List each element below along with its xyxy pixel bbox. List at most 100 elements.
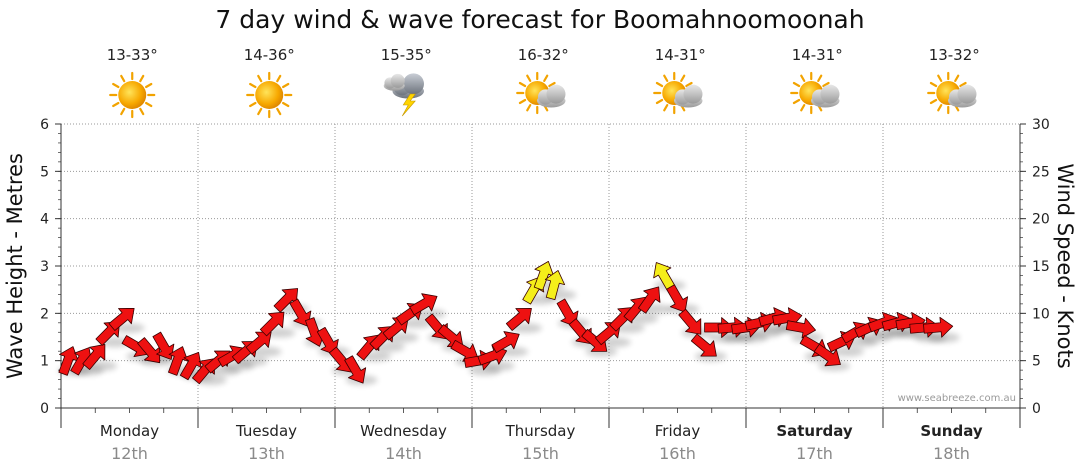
sun-ray (680, 74, 686, 82)
forecast-header: 13-33° 14-36° 15-35° 16-32° 14-31° 14-31° 13-3… (107, 46, 980, 119)
day-date-label: 16th (659, 444, 696, 463)
temperature-range: 16-32° (518, 46, 569, 64)
sun-ray (249, 82, 257, 89)
y2-tick-label: 10 (1032, 306, 1050, 322)
wind-arrow (82, 344, 106, 370)
sun-ray (954, 74, 960, 82)
wind-arrow (544, 270, 566, 301)
cloud-part (546, 84, 566, 104)
day-name-label: Thursday (505, 422, 576, 440)
wind-arrow (785, 317, 816, 339)
sun-ray (249, 101, 257, 108)
y2-tick-label: 20 (1032, 212, 1050, 228)
sun-disc (118, 81, 147, 109)
sun-ray (792, 98, 801, 105)
sun-ray (526, 104, 532, 112)
sun-ray (655, 81, 664, 88)
sun-ray (281, 82, 290, 89)
sun-ray (929, 98, 938, 105)
wind-arrow (245, 331, 272, 355)
storm-cloud-icon (383, 73, 424, 117)
y2-tick-label: 5 (1032, 354, 1041, 370)
y2-axis-title: Wind Speed - Knots (1053, 163, 1077, 368)
y2-tick-label: 25 (1032, 164, 1050, 180)
wind-arrow (533, 260, 555, 291)
y-tick-label: 3 (40, 259, 49, 275)
partly-cloudy-icon (516, 71, 566, 115)
y2-tick-label: 15 (1032, 259, 1050, 275)
y-tick-label: 4 (40, 212, 49, 228)
wind-arrow-shadow (831, 346, 864, 357)
day-name-label: Monday (100, 422, 159, 440)
sun-ray (257, 74, 263, 83)
day-date-label: 12th (111, 444, 148, 463)
watermark: www.seabreeze.com.au (898, 393, 1016, 404)
wind-arrow-shadow (927, 332, 960, 343)
chart-title: 7 day wind & wave forecast for Boomahnoo… (215, 5, 864, 34)
temperature-range: 13-33° (107, 46, 158, 64)
sun-icon (109, 71, 156, 119)
sun-ray (663, 104, 669, 112)
sun-ray (800, 74, 806, 82)
temperature-range: 14-36° (244, 46, 295, 64)
wind-arrow (137, 337, 161, 364)
y-tick-label: 1 (40, 354, 49, 370)
temperature-range: 14-31° (792, 46, 843, 64)
cloud-part (957, 84, 977, 104)
sun-ray (276, 74, 282, 83)
wind-arrow (666, 284, 689, 313)
wind-arrow (556, 298, 579, 327)
wind-arrow (637, 286, 661, 314)
day-name-label: Sunday (920, 422, 983, 440)
sun-ray (937, 74, 943, 82)
sun-ray (548, 81, 556, 88)
temperature-range: 15-35° (381, 46, 432, 64)
wind-arrow (273, 288, 299, 313)
wind-arrows (58, 260, 954, 385)
y-tick-label: 2 (40, 306, 49, 322)
wind-arrow (505, 308, 532, 331)
day-name-label: Tuesday (235, 422, 297, 440)
sun-ray (526, 74, 532, 82)
y2-tick-label: 0 (1032, 401, 1041, 417)
wind-arrow (152, 331, 175, 360)
wind-arrow (409, 293, 438, 316)
sun-ray (792, 81, 801, 88)
day-name-label: Saturday (776, 422, 853, 440)
sun-ray (685, 81, 693, 88)
sun-ray (800, 104, 806, 112)
day-name-label: Wednesday (360, 422, 447, 440)
wind-arrow (316, 326, 339, 356)
sun-disc (255, 81, 284, 109)
temperature-range: 13-32° (929, 46, 980, 64)
sun-ray (257, 107, 263, 116)
cloud-part (390, 73, 405, 88)
temperature-range: 14-31° (655, 46, 706, 64)
wind-arrow (344, 355, 367, 384)
day-date-label: 18th (933, 444, 970, 463)
sun-ray (959, 81, 967, 88)
day-labels: Monday 12th Tuesday 13th Wednesday 14th Thursd… (100, 422, 983, 463)
y-tick-label: 0 (40, 401, 49, 417)
sun-ray (518, 81, 527, 88)
sun-ray (655, 98, 664, 105)
day-date-label: 13th (248, 444, 285, 463)
sun-ray (144, 101, 153, 108)
wind-arrow (179, 352, 202, 381)
sun-ray (817, 74, 823, 82)
wind-arrow (289, 298, 312, 327)
cloud-part (820, 84, 840, 104)
wind-arrow (168, 346, 189, 376)
sun-ray (120, 74, 126, 83)
y-tick-label: 5 (40, 164, 49, 180)
wind-arrow (259, 311, 285, 337)
sun-ray (139, 74, 145, 83)
sun-ray (120, 107, 126, 116)
wind-arrow (678, 308, 702, 335)
sun-ray (112, 101, 120, 108)
y-axis-title: Wave Height - Metres (3, 153, 27, 379)
lightning-bolt (401, 93, 416, 117)
wind-arrow-shadow (400, 318, 433, 329)
wind-arrow (923, 316, 954, 338)
day-name-label: Friday (655, 422, 701, 440)
